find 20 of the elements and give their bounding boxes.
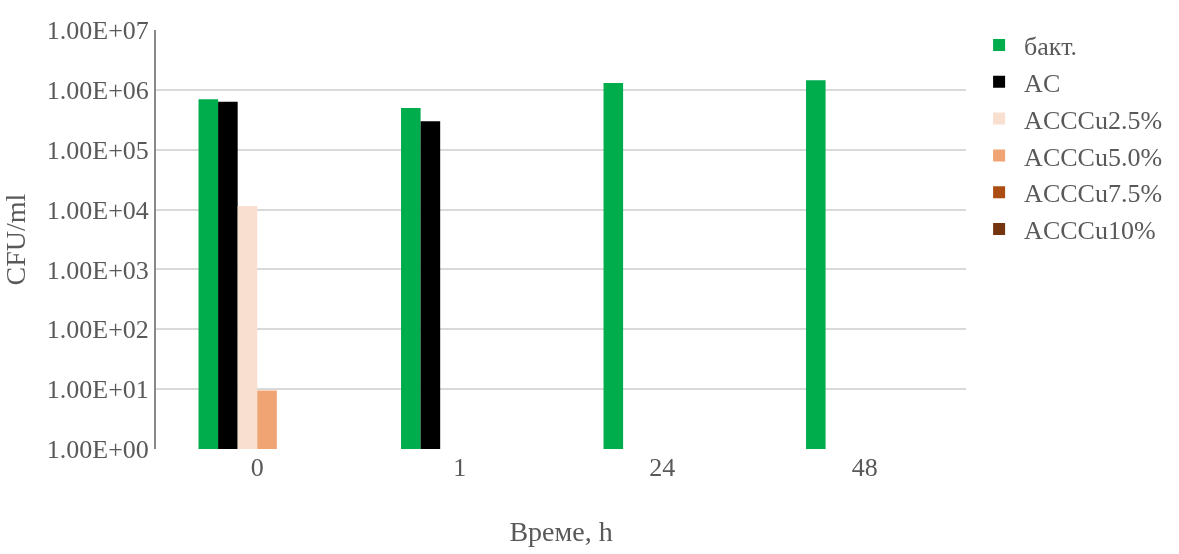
y-tick-label: 1.00E+01 [46, 375, 149, 405]
y-tick-label: 1.00E+00 [46, 435, 149, 465]
legend-label: ACCCu7.5% [1024, 179, 1163, 209]
x-tick-label: 24 [649, 453, 676, 482]
y-tick-label: 1.00E+06 [46, 75, 149, 105]
legend-label: ACCCu10% [1024, 216, 1156, 246]
legend-label: AC [1024, 68, 1061, 98]
y-tick-label: 1.00E+02 [46, 315, 149, 345]
legend-label: ACCCu5.0% [1024, 142, 1163, 172]
y-axis-title: CFU/ml [0, 193, 31, 286]
x-tick-label: 48 [851, 453, 878, 482]
x-tick-label: 0 [250, 453, 264, 482]
x-axis-title: Време, h [509, 516, 613, 548]
y-tick-label: 1.00E+05 [46, 135, 149, 165]
y-tick-label: 1.00E+03 [46, 255, 149, 285]
legend-label: ACCCu2.5% [1024, 105, 1163, 135]
y-tick-label: 1.00E+04 [46, 195, 149, 225]
x-tick-label: 1 [453, 453, 467, 482]
legend-label: бакт. [1024, 32, 1078, 62]
y-tick-label: 1.00E+07 [46, 16, 149, 46]
